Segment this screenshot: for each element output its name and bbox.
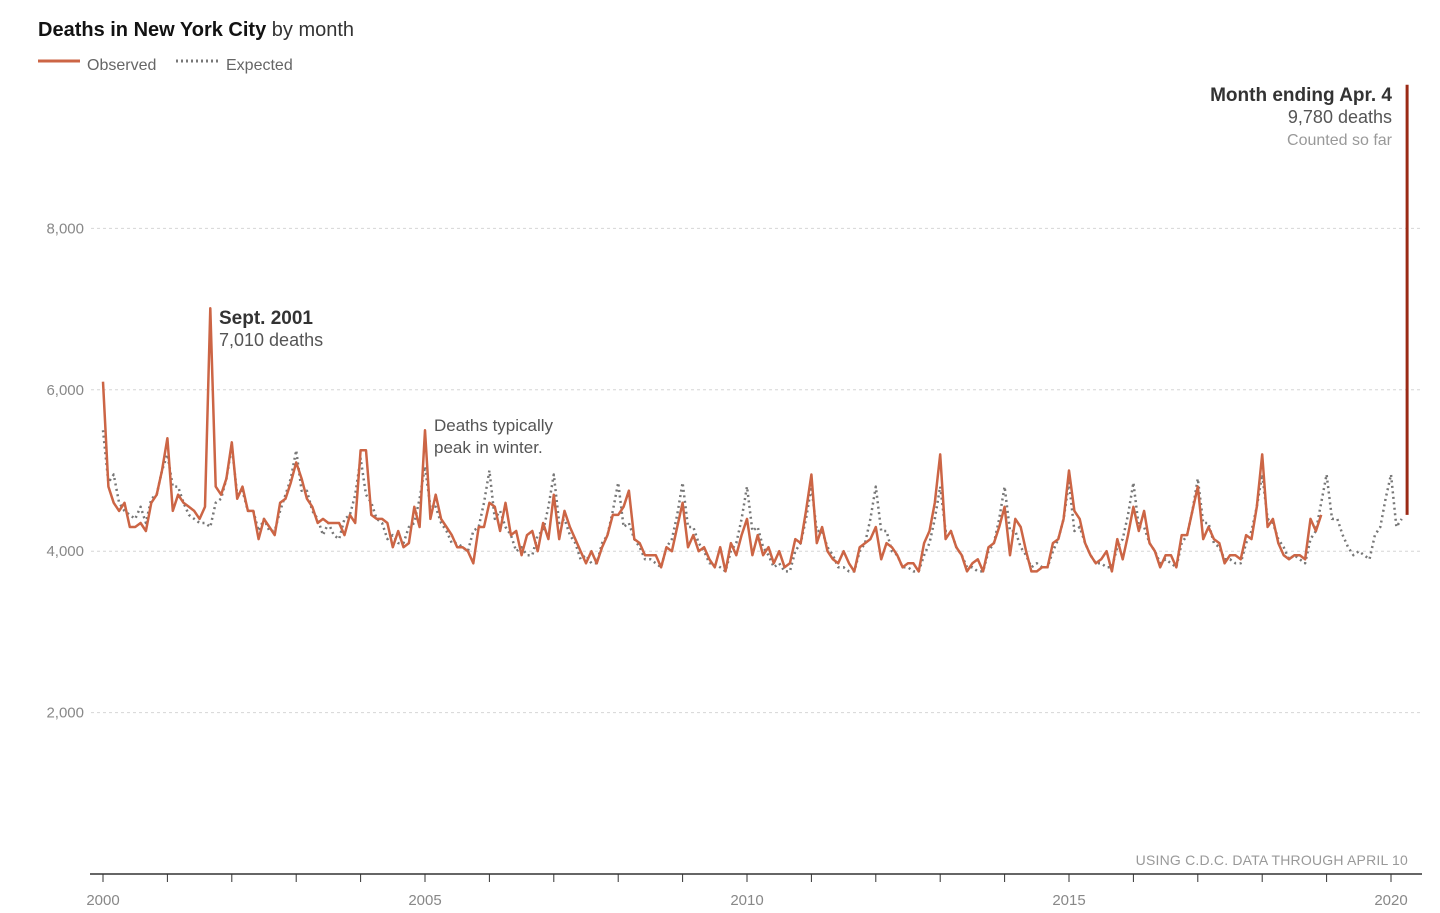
annotation-winter: Deaths typically peak in winter. — [434, 416, 554, 457]
chart-title: Deaths in New York City by month — [38, 19, 354, 41]
chart-title-rest: by month — [266, 19, 354, 41]
annotation-winter-line1: Deaths typically — [434, 416, 554, 435]
x-tick-label: 2000 — [86, 892, 119, 909]
annotation-apr-value: 9,780 deaths — [1288, 107, 1392, 127]
legend: Observed Expected — [38, 57, 293, 74]
annotation-sept-2001: Sept. 2001 7,010 deaths — [219, 308, 323, 350]
y-tick-label: 4,000 — [46, 543, 84, 560]
y-axis-ticks: 2,000 4,000 6,000 8,000 — [46, 220, 84, 721]
series — [101, 84, 1409, 573]
y-tick-label: 2,000 — [46, 705, 84, 722]
annotation-sept-value: 7,010 deaths — [219, 330, 323, 350]
annotation-winter-line2: peak in winter. — [434, 438, 543, 457]
legend-observed-label: Observed — [87, 57, 156, 74]
y-tick-label: 8,000 — [46, 220, 84, 237]
x-tick-label: 2005 — [408, 892, 441, 909]
x-tick-label: 2020 — [1374, 892, 1407, 909]
annotation-apr-title: Month ending Apr. 4 — [1210, 85, 1392, 106]
annotation-sept-title: Sept. 2001 — [219, 308, 313, 329]
chart-title-bold: Deaths in New York City — [38, 19, 267, 41]
legend-expected-label: Expected — [226, 57, 293, 74]
y-tick-label: 6,000 — [46, 382, 84, 399]
grid — [91, 227, 1422, 714]
annotation-apr: Month ending Apr. 4 9,780 deaths Counted… — [1210, 85, 1393, 149]
x-tick-label: 2010 — [730, 892, 763, 909]
source-note: USING C.D.C. DATA THROUGH APRIL 10 — [1136, 852, 1408, 868]
observed-line — [101, 307, 1323, 573]
x-axis: 2000 2005 2010 2015 2020 — [86, 873, 1422, 909]
x-tick-label: 2015 — [1052, 892, 1085, 909]
annotation-apr-note: Counted so far — [1287, 132, 1393, 149]
